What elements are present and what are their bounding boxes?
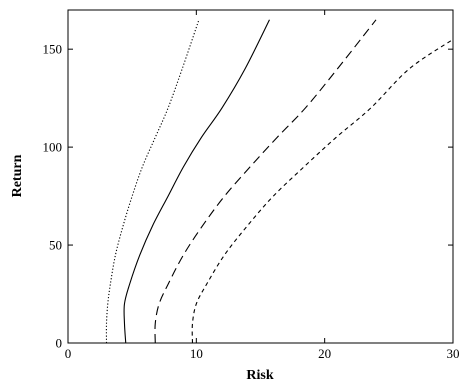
y-tick-label: 150 xyxy=(43,42,63,57)
x-tick-label: 20 xyxy=(318,346,331,361)
x-tick-label: 10 xyxy=(190,346,203,361)
y-axis-title: Return xyxy=(10,154,25,197)
series-line-long-dash xyxy=(154,19,377,344)
series-line-short-dash xyxy=(191,38,454,344)
x-tick-label: 30 xyxy=(447,346,460,361)
series-lines xyxy=(105,19,454,344)
y-tick-label: 100 xyxy=(43,140,63,155)
x-axis-title: Risk xyxy=(246,368,273,383)
plot-frame xyxy=(67,9,454,344)
tick-marks xyxy=(67,10,454,344)
series-line-solid xyxy=(123,19,270,344)
series-line-dotted xyxy=(105,19,200,344)
y-tick-label: 50 xyxy=(49,238,62,253)
x-tick-label: 0 xyxy=(65,346,72,361)
tick-labels: 0 10 20 30 0 50 100 150 xyxy=(43,42,460,361)
y-tick-label: 0 xyxy=(56,336,63,351)
